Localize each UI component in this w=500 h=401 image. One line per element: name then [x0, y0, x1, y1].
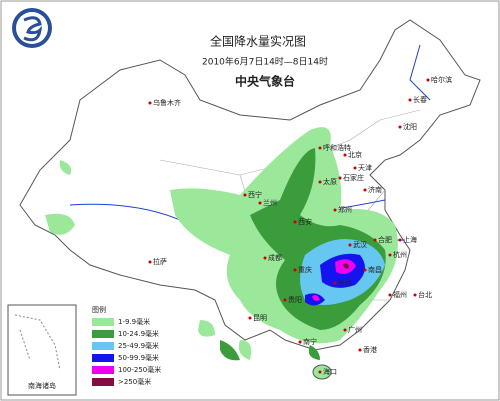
legend-swatch [92, 378, 114, 386]
city-dot [283, 298, 287, 302]
hainan [312, 364, 332, 380]
city-label: 杭州 [393, 250, 407, 259]
city-label: 上海 [403, 235, 417, 244]
city-label: 台北 [418, 290, 432, 299]
city-dot [318, 146, 322, 150]
legend-label: >250毫米 [118, 377, 151, 386]
legend-label: 50-99.9毫米 [118, 353, 159, 362]
city-label: 长春 [413, 95, 427, 104]
city-dot [343, 328, 347, 332]
city-dot [388, 293, 392, 297]
legend-swatch [92, 366, 114, 374]
city-dot [363, 268, 367, 272]
city-dot [318, 370, 322, 374]
city-label: 沈阳 [403, 122, 417, 131]
inset-label: 南海诸岛 [28, 381, 56, 390]
city-label: 济南 [368, 185, 382, 194]
city-dot [343, 153, 347, 157]
city-dot [358, 348, 362, 352]
city-label: 海口 [323, 367, 337, 376]
city-label: 兰州 [263, 198, 277, 207]
city-dot [388, 253, 392, 257]
city-dot [348, 243, 352, 247]
city-label: 石家庄 [343, 173, 364, 182]
city-label: 太原 [323, 177, 337, 186]
city-dot [318, 180, 322, 184]
city-label: 广州 [348, 325, 362, 334]
city-dot [398, 125, 402, 129]
city-dot [398, 238, 402, 242]
city-label: 重庆 [298, 265, 312, 274]
inset: 南海诸岛 [7, 304, 77, 396]
city-dot [338, 176, 342, 180]
precipitation [45, 127, 398, 361]
city-dot [293, 220, 297, 224]
city-label: 呼和浩特 [323, 143, 351, 152]
legend-title: 图例 [92, 305, 106, 314]
legend-swatch [92, 318, 114, 326]
city-dot [333, 281, 337, 285]
city-label: 南昌 [368, 265, 382, 274]
city-label: 福州 [393, 290, 407, 299]
city-label: 长沙 [338, 278, 352, 287]
city-dot [363, 188, 367, 192]
city-dot [148, 101, 152, 105]
city-dot [333, 208, 337, 212]
city-dot [353, 166, 357, 170]
legend-swatch [92, 342, 114, 350]
city-dot [248, 316, 252, 320]
city-label: 哈尔滨 [431, 75, 452, 84]
logo [12, 8, 52, 48]
city-label: 合肥 [378, 235, 392, 244]
city-dot [426, 78, 430, 82]
city-label: 武汉 [353, 240, 367, 249]
city-label: 拉萨 [153, 257, 167, 266]
legend-swatch [92, 354, 114, 362]
city-dot [243, 193, 247, 197]
legend-swatch [92, 330, 114, 338]
legend-label: 1-9.9毫米 [118, 317, 150, 326]
subtitle: 2010年6月7日14时—8日14时 [202, 56, 328, 68]
city-dot [298, 340, 302, 344]
legend-label: 10-24.9毫米 [118, 329, 159, 338]
city-label: 西安 [298, 217, 312, 226]
city-label: 西宁 [248, 190, 262, 199]
city-label: 天津 [358, 164, 372, 172]
city-dot [263, 256, 267, 260]
city-label: 北京 [348, 150, 362, 159]
city-dot [148, 260, 152, 264]
city-dot [373, 238, 377, 242]
agency: 中央气象台 [235, 74, 295, 89]
city-dot [293, 268, 297, 272]
city-dot [413, 293, 417, 297]
city-label: 贵阳 [288, 295, 302, 304]
legend: 图例 1-9.9毫米 10-24.9毫米 25-49.9毫米 50-99.9毫米 100… [92, 305, 161, 386]
city-dot [408, 98, 412, 102]
city-label: 成都 [268, 253, 282, 262]
legend-label: 25-49.9毫米 [118, 341, 159, 350]
legend-label: 100-250毫米 [118, 365, 161, 374]
title: 全国降水量实况图 [210, 34, 306, 49]
city-label: 香港 [363, 345, 377, 354]
city-label: 南宁 [303, 337, 317, 346]
city-label: 昆明 [253, 314, 267, 322]
city-dot [258, 201, 262, 205]
city-label: 郑州 [338, 206, 352, 214]
city-label: 乌鲁木齐 [153, 98, 181, 107]
